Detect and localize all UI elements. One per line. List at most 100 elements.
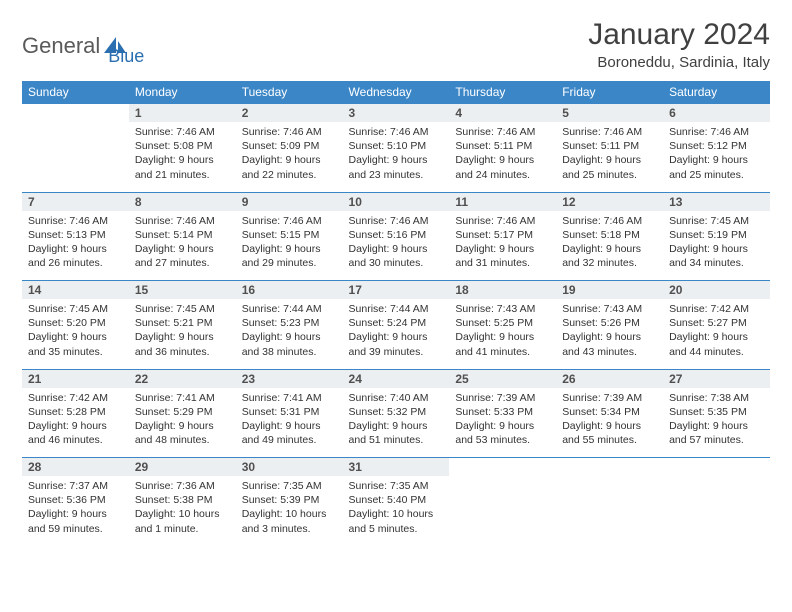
day-content-cell: Sunrise: 7:40 AMSunset: 5:32 PMDaylight:… [343,388,450,458]
day-content-cell: Sunrise: 7:46 AMSunset: 5:08 PMDaylight:… [129,122,236,192]
sunrise-line: Sunrise: 7:46 AM [455,214,550,228]
day-number-cell: 13 [663,192,770,211]
day-content-cell: Sunrise: 7:35 AMSunset: 5:40 PMDaylight:… [343,476,450,546]
sunrise-line: Sunrise: 7:46 AM [455,125,550,139]
day-number-cell: 31 [343,458,450,477]
sunset-line: Sunset: 5:39 PM [242,493,337,507]
day-content-row: Sunrise: 7:46 AMSunset: 5:13 PMDaylight:… [22,211,770,281]
weekday-header: Saturday [663,81,770,104]
day-number-cell [663,458,770,477]
day-number-cell [556,458,663,477]
sunset-line: Sunset: 5:32 PM [349,405,444,419]
calendar-body: 123456Sunrise: 7:46 AMSunset: 5:08 PMDay… [22,104,770,547]
day-content-row: Sunrise: 7:37 AMSunset: 5:36 PMDaylight:… [22,476,770,546]
sunset-line: Sunset: 5:18 PM [562,228,657,242]
weekday-header: Friday [556,81,663,104]
sunrise-line: Sunrise: 7:46 AM [242,214,337,228]
sunset-line: Sunset: 5:23 PM [242,316,337,330]
daylight-line: Daylight: 9 hours and 53 minutes. [455,419,550,447]
sunset-line: Sunset: 5:28 PM [28,405,123,419]
sunset-line: Sunset: 5:33 PM [455,405,550,419]
sunrise-line: Sunrise: 7:45 AM [28,302,123,316]
sunset-line: Sunset: 5:35 PM [669,405,764,419]
sunrise-line: Sunrise: 7:46 AM [242,125,337,139]
sunrise-line: Sunrise: 7:43 AM [455,302,550,316]
sunset-line: Sunset: 5:21 PM [135,316,230,330]
day-content-cell [449,476,556,546]
weekday-header: Wednesday [343,81,450,104]
daylight-line: Daylight: 9 hours and 25 minutes. [669,153,764,181]
logo: General Blue [22,24,144,67]
daylight-line: Daylight: 10 hours and 1 minute. [135,507,230,535]
sunset-line: Sunset: 5:20 PM [28,316,123,330]
day-number-cell: 4 [449,104,556,123]
day-content-cell: Sunrise: 7:46 AMSunset: 5:09 PMDaylight:… [236,122,343,192]
day-content-cell: Sunrise: 7:35 AMSunset: 5:39 PMDaylight:… [236,476,343,546]
day-content-cell: Sunrise: 7:46 AMSunset: 5:13 PMDaylight:… [22,211,129,281]
daylight-line: Daylight: 10 hours and 3 minutes. [242,507,337,535]
sunset-line: Sunset: 5:11 PM [455,139,550,153]
day-number-cell: 1 [129,104,236,123]
sunrise-line: Sunrise: 7:45 AM [135,302,230,316]
sunset-line: Sunset: 5:16 PM [349,228,444,242]
sunset-line: Sunset: 5:27 PM [669,316,764,330]
sunset-line: Sunset: 5:29 PM [135,405,230,419]
daylight-line: Daylight: 9 hours and 23 minutes. [349,153,444,181]
sunset-line: Sunset: 5:31 PM [242,405,337,419]
sunrise-line: Sunrise: 7:45 AM [669,214,764,228]
daylight-line: Daylight: 9 hours and 29 minutes. [242,242,337,270]
daylight-line: Daylight: 9 hours and 49 minutes. [242,419,337,447]
day-number-cell: 25 [449,369,556,388]
daylight-line: Daylight: 9 hours and 27 minutes. [135,242,230,270]
day-number-cell: 2 [236,104,343,123]
day-content-cell: Sunrise: 7:44 AMSunset: 5:23 PMDaylight:… [236,299,343,369]
day-content-cell: Sunrise: 7:42 AMSunset: 5:28 PMDaylight:… [22,388,129,458]
sunrise-line: Sunrise: 7:40 AM [349,391,444,405]
sunset-line: Sunset: 5:10 PM [349,139,444,153]
sunrise-line: Sunrise: 7:44 AM [242,302,337,316]
weekday-header: Tuesday [236,81,343,104]
daylight-line: Daylight: 9 hours and 34 minutes. [669,242,764,270]
sunrise-line: Sunrise: 7:46 AM [28,214,123,228]
day-number-cell: 10 [343,192,450,211]
day-number-cell: 6 [663,104,770,123]
sunrise-line: Sunrise: 7:35 AM [349,479,444,493]
sunrise-line: Sunrise: 7:41 AM [135,391,230,405]
daylight-line: Daylight: 9 hours and 44 minutes. [669,330,764,358]
location-subtitle: Boroneddu, Sardinia, Italy [588,54,770,71]
sunset-line: Sunset: 5:34 PM [562,405,657,419]
day-content-cell: Sunrise: 7:41 AMSunset: 5:31 PMDaylight:… [236,388,343,458]
sunset-line: Sunset: 5:17 PM [455,228,550,242]
day-content-cell [22,122,129,192]
day-number-row: 14151617181920 [22,281,770,300]
day-number-cell: 8 [129,192,236,211]
sunset-line: Sunset: 5:09 PM [242,139,337,153]
daylight-line: Daylight: 9 hours and 39 minutes. [349,330,444,358]
sunrise-line: Sunrise: 7:46 AM [135,214,230,228]
day-number-cell: 19 [556,281,663,300]
day-number-cell: 30 [236,458,343,477]
sunrise-line: Sunrise: 7:37 AM [28,479,123,493]
sunset-line: Sunset: 5:26 PM [562,316,657,330]
day-content-cell: Sunrise: 7:39 AMSunset: 5:34 PMDaylight:… [556,388,663,458]
daylight-line: Daylight: 9 hours and 25 minutes. [562,153,657,181]
day-number-cell: 11 [449,192,556,211]
day-content-cell: Sunrise: 7:41 AMSunset: 5:29 PMDaylight:… [129,388,236,458]
sunrise-line: Sunrise: 7:35 AM [242,479,337,493]
sunrise-line: Sunrise: 7:42 AM [28,391,123,405]
day-number-cell [22,104,129,123]
day-number-cell: 15 [129,281,236,300]
day-number-row: 21222324252627 [22,369,770,388]
day-content-cell: Sunrise: 7:43 AMSunset: 5:25 PMDaylight:… [449,299,556,369]
day-number-cell: 28 [22,458,129,477]
daylight-line: Daylight: 9 hours and 43 minutes. [562,330,657,358]
weekday-header-row: Sunday Monday Tuesday Wednesday Thursday… [22,81,770,104]
daylight-line: Daylight: 9 hours and 51 minutes. [349,419,444,447]
day-content-row: Sunrise: 7:46 AMSunset: 5:08 PMDaylight:… [22,122,770,192]
weekday-header: Sunday [22,81,129,104]
day-content-cell: Sunrise: 7:46 AMSunset: 5:14 PMDaylight:… [129,211,236,281]
sunrise-line: Sunrise: 7:46 AM [669,125,764,139]
day-number-cell: 21 [22,369,129,388]
day-content-cell: Sunrise: 7:36 AMSunset: 5:38 PMDaylight:… [129,476,236,546]
sunset-line: Sunset: 5:12 PM [669,139,764,153]
